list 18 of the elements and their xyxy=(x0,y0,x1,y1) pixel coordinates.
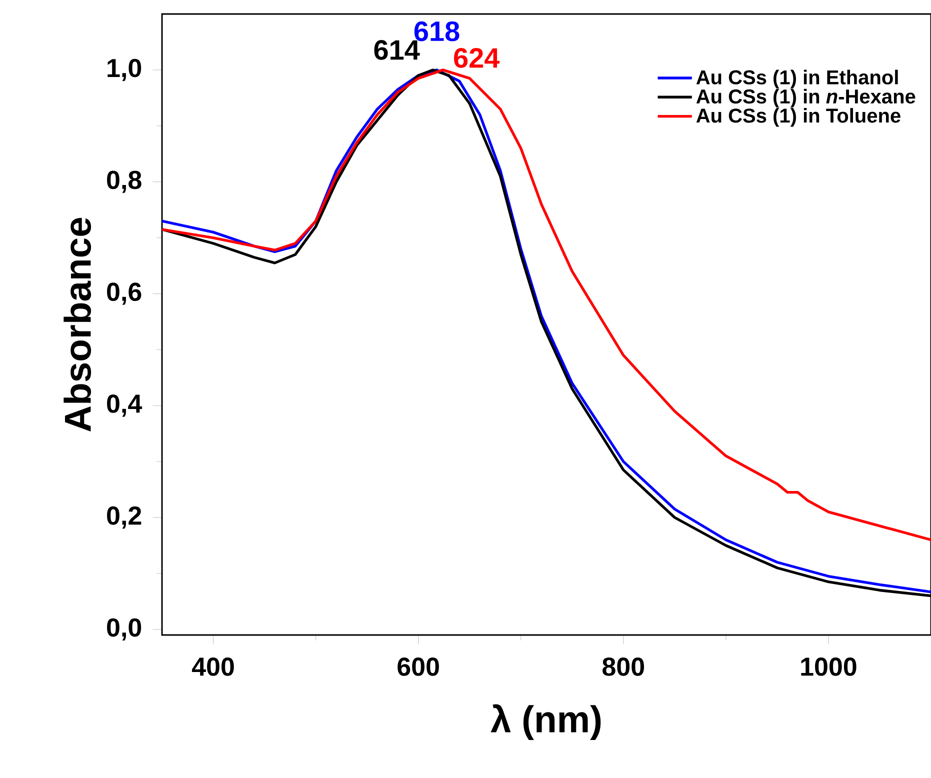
annotation: 618 xyxy=(414,21,460,42)
legend-label: Au CSs (1) in Toluene xyxy=(696,108,900,127)
y-axis-title: Absorbance xyxy=(64,218,92,432)
x-tick-label: 400 xyxy=(192,658,234,676)
x-tick-label: 800 xyxy=(602,658,644,676)
x-tick-label: 1000 xyxy=(801,658,856,676)
legend-label: Au CSs (1) in Ethanol xyxy=(696,70,898,88)
x-tick-label: 600 xyxy=(398,658,439,676)
x-axis-title: λ (nm) xyxy=(490,704,601,740)
annotation: 614 xyxy=(374,40,420,60)
annotation: 624 xyxy=(454,48,500,68)
y-tick-label: 0,2 xyxy=(107,506,142,529)
y-tick-label: 0,0 xyxy=(107,618,142,640)
y-tick-label: 0,6 xyxy=(107,282,142,305)
y-tick-label: 1,0 xyxy=(108,58,142,82)
legend-label: Au CSs (1) in n-Hexane xyxy=(696,88,916,108)
y-tick-label: 0,4 xyxy=(107,394,142,417)
y-tick-label: 0,8 xyxy=(107,170,142,193)
